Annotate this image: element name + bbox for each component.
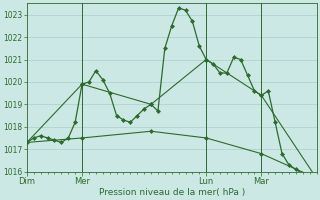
X-axis label: Pression niveau de la mer( hPa ): Pression niveau de la mer( hPa )	[99, 188, 245, 197]
